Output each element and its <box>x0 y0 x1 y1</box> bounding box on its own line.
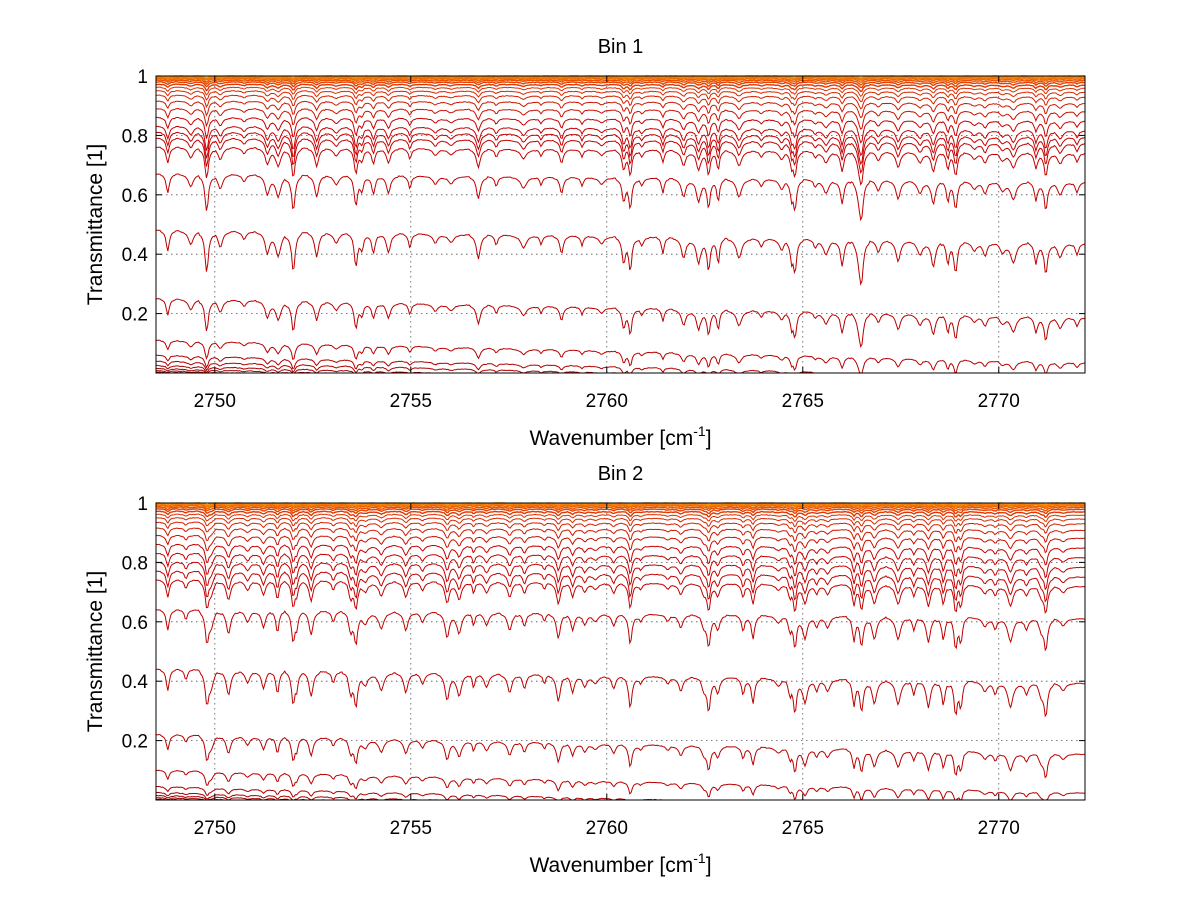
series-line <box>156 79 1085 86</box>
y-tick-label: 1 <box>137 67 148 88</box>
series-line <box>156 146 1085 186</box>
series-line <box>156 107 1085 130</box>
series-line <box>156 94 1085 110</box>
plot-area <box>156 76 1085 373</box>
series-line <box>156 339 1085 374</box>
x-tick-label: 2755 <box>390 391 432 412</box>
x-tick-label: 2760 <box>586 818 628 839</box>
series-line <box>156 116 1085 144</box>
series-line <box>156 543 1085 566</box>
series-line <box>156 609 1085 652</box>
x-tick-label: 2765 <box>782 818 824 839</box>
x-tick-label: 2770 <box>978 391 1020 412</box>
series-line <box>156 90 1085 103</box>
y-axis-label: Transmittance [1] <box>84 571 107 732</box>
y-tick-label: 0.4 <box>122 245 149 266</box>
x-tick-label: 2760 <box>586 391 628 412</box>
axes-frame <box>155 75 1086 374</box>
subplot-bin-2: 2750 2755 2760 2765 2770 0.2 0.4 0.6 0.8 1 Bin 2 Wa… <box>84 463 1086 877</box>
series-line <box>156 527 1085 543</box>
y-tick-label: 0.8 <box>122 126 148 147</box>
series-line <box>156 83 1085 93</box>
axes-frame <box>155 502 1086 801</box>
plot-area <box>156 503 1085 800</box>
y-tick-label: 0.8 <box>122 553 148 574</box>
y-tick-label: 0.2 <box>122 305 148 326</box>
x-tick-label: 2750 <box>194 818 236 839</box>
series-line <box>156 86 1085 97</box>
series-group <box>156 75 1085 374</box>
series-line <box>156 503 1085 508</box>
series-line <box>156 229 1085 286</box>
chart-title: Bin 2 <box>598 463 644 485</box>
y-axis-label: Transmittance [1] <box>84 144 107 305</box>
y-tick-label: 0.6 <box>122 186 148 207</box>
series-line <box>156 510 1085 519</box>
series-line <box>156 504 1085 510</box>
y-tick-label: 0.6 <box>122 613 148 634</box>
series-line <box>156 513 1085 522</box>
series-line <box>156 76 1085 82</box>
series-line <box>156 77 1085 83</box>
x-tick-label: 2750 <box>194 391 236 412</box>
series-line <box>156 131 1085 166</box>
series-line <box>156 570 1085 603</box>
chart-title: Bin 1 <box>598 36 644 58</box>
series-line <box>156 298 1085 348</box>
series-line <box>156 734 1085 779</box>
series-line <box>156 80 1085 89</box>
x-tick-label: 2765 <box>782 391 824 412</box>
series-line <box>156 521 1085 534</box>
series-line <box>156 125 1085 157</box>
series-line <box>156 769 1085 801</box>
series-line <box>156 507 1085 515</box>
series-line <box>156 561 1085 591</box>
series-line <box>156 517 1085 528</box>
series-line <box>156 506 1085 512</box>
x-axis-label: Wavenumber [cm-1] <box>529 423 711 450</box>
subplot-bin-1: 2750 2755 2760 2765 2770 0.2 0.4 0.6 0.8 1 Bin 1 Wa… <box>84 36 1086 450</box>
y-tick-label: 0.2 <box>122 732 148 753</box>
y-tick-label: 1 <box>137 494 148 515</box>
series-line <box>156 137 1085 174</box>
x-tick-label: 2770 <box>978 818 1020 839</box>
series-line <box>156 100 1085 119</box>
y-tick-label: 0.4 <box>122 672 149 693</box>
series-line <box>156 552 1085 579</box>
series-line <box>156 534 1085 554</box>
x-axis-label: Wavenumber [cm-1] <box>529 850 711 877</box>
x-tick-label: 2755 <box>390 818 432 839</box>
series-line <box>156 579 1085 614</box>
series-line <box>156 173 1085 222</box>
series-line <box>156 668 1085 718</box>
